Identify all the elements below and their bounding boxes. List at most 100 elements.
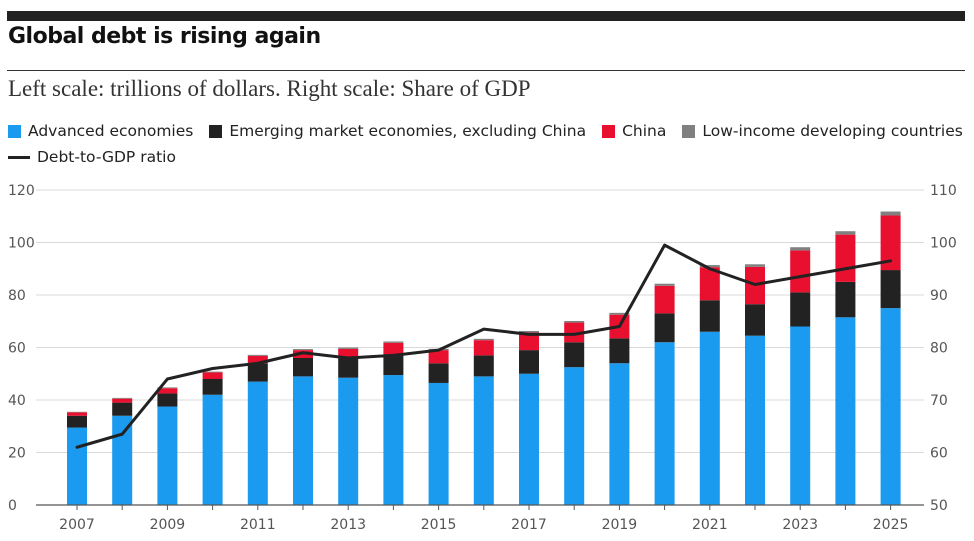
legend-swatch-advanced xyxy=(8,124,21,138)
bar-china-2009 xyxy=(157,388,178,394)
legend-item-emerging: Emerging market economies, excluding Chi… xyxy=(209,122,586,140)
bar-lowincome-2017 xyxy=(519,330,539,333)
bar-china-2023 xyxy=(790,250,811,293)
legend-item-advanced: Advanced economies xyxy=(8,122,193,140)
bar-emerging-2019 xyxy=(609,338,630,364)
chart-subtitle: Left scale: trillions of dollars. Right … xyxy=(8,76,531,101)
bar-advanced-2017 xyxy=(519,373,539,505)
bar-china-2013 xyxy=(338,348,359,358)
y-left-tick-label: 80 xyxy=(8,288,26,304)
bar-advanced-2023 xyxy=(790,326,811,505)
bar-advanced-2021 xyxy=(699,331,720,505)
bar-advanced-2015 xyxy=(428,382,449,505)
bar-advanced-2016 xyxy=(473,376,494,505)
bar-advanced-2020 xyxy=(654,342,675,505)
bar-emerging-2023 xyxy=(790,292,811,327)
x-tick-label: 2015 xyxy=(421,517,457,533)
bar-china-2008 xyxy=(112,398,133,403)
legend-item-china: China xyxy=(602,122,666,140)
bar-emerging-2020 xyxy=(654,313,675,343)
y-left-tick-label: 60 xyxy=(8,341,26,357)
top-accent-bar xyxy=(7,11,965,21)
bar-lowincome-2023 xyxy=(790,247,811,251)
bar-emerging-2017 xyxy=(519,350,539,374)
x-tick-label: 2007 xyxy=(59,517,95,533)
y-right-tick-label: 80 xyxy=(930,341,948,357)
bar-china-2025 xyxy=(880,215,901,271)
legend-label-advanced: Advanced economies xyxy=(28,122,194,140)
bar-emerging-2013 xyxy=(338,358,359,378)
y-right-tick-label: 90 xyxy=(930,288,948,304)
bar-china-2010 xyxy=(202,372,223,379)
bar-advanced-2013 xyxy=(338,377,359,505)
x-tick-label: 2009 xyxy=(150,517,186,533)
legend-swatch-ratio xyxy=(8,155,30,159)
legend-label-ratio: Debt-to-GDP ratio xyxy=(37,148,176,166)
legend: Advanced economies Emerging market econo… xyxy=(8,118,968,170)
bar-emerging-2025 xyxy=(880,270,901,309)
legend-row-2: Debt-to-GDP ratio xyxy=(8,144,968,170)
legend-label-lowincome: Low-income developing countries xyxy=(702,122,963,140)
bar-emerging-2009 xyxy=(157,393,178,407)
legend-row-1: Advanced economies Emerging market econo… xyxy=(8,118,968,144)
bar-emerging-2007 xyxy=(67,415,87,428)
bar-advanced-2022 xyxy=(745,335,765,505)
bar-lowincome-2011 xyxy=(247,354,268,356)
y-left-tick-label: 0 xyxy=(8,498,17,514)
y-right-tick-label: 50 xyxy=(930,498,948,514)
bar-emerging-2016 xyxy=(473,355,494,377)
bar-advanced-2012 xyxy=(293,376,313,505)
bar-advanced-2010 xyxy=(202,394,223,505)
bar-lowincome-2016 xyxy=(473,338,494,341)
bar-advanced-2018 xyxy=(564,367,585,505)
y-left-tick-label: 120 xyxy=(8,183,35,199)
bar-advanced-2011 xyxy=(247,381,268,505)
bar-lowincome-2025 xyxy=(880,211,901,216)
bar-china-2011 xyxy=(247,355,268,364)
y-right-tick-label: 60 xyxy=(930,446,948,462)
bar-lowincome-2019 xyxy=(609,312,630,315)
bar-emerging-2010 xyxy=(202,379,223,395)
bar-china-2014 xyxy=(383,342,404,355)
bar-advanced-2009 xyxy=(157,406,178,505)
bar-emerging-2014 xyxy=(383,354,404,376)
chart-title: Global debt is rising again xyxy=(8,24,321,49)
legend-item-ratio: Debt-to-GDP ratio xyxy=(8,148,176,166)
bar-lowincome-2014 xyxy=(383,341,404,343)
legend-swatch-china xyxy=(602,124,616,138)
x-tick-label: 2017 xyxy=(511,517,547,533)
bar-lowincome-2007 xyxy=(67,411,87,413)
legend-label-china: China xyxy=(622,122,667,140)
bar-emerging-2018 xyxy=(564,342,585,368)
bar-china-2020 xyxy=(654,285,675,314)
bar-lowincome-2009 xyxy=(157,387,178,389)
x-tick-label: 2019 xyxy=(602,517,638,533)
legend-label-emerging: Emerging market economies, excluding Chi… xyxy=(229,122,587,140)
bar-lowincome-2021 xyxy=(699,265,720,268)
x-tick-label: 2013 xyxy=(330,517,366,533)
bar-lowincome-2020 xyxy=(654,283,675,286)
bar-emerging-2021 xyxy=(699,300,720,332)
y-right-tick-label: 110 xyxy=(930,183,957,199)
bar-lowincome-2008 xyxy=(112,397,133,399)
bar-lowincome-2024 xyxy=(835,231,856,235)
bar-china-2018 xyxy=(564,322,585,343)
y-left-tick-label: 20 xyxy=(8,446,26,462)
bar-advanced-2019 xyxy=(609,363,630,505)
bar-china-2024 xyxy=(835,234,856,282)
x-tick-label: 2011 xyxy=(240,517,276,533)
bar-lowincome-2022 xyxy=(745,264,765,267)
bar-china-2016 xyxy=(473,340,494,356)
bar-china-2021 xyxy=(699,267,720,301)
y-right-tick-label: 70 xyxy=(930,393,948,409)
legend-swatch-lowincome xyxy=(682,124,696,138)
bar-advanced-2025 xyxy=(880,308,901,505)
title-divider xyxy=(7,70,965,71)
bar-emerging-2008 xyxy=(112,402,133,416)
bar-lowincome-2013 xyxy=(338,347,359,349)
x-tick-label: 2023 xyxy=(782,517,818,533)
y-left-tick-label: 100 xyxy=(8,236,35,252)
y-right-tick-label: 100 xyxy=(930,236,957,252)
bar-china-2015 xyxy=(428,350,449,364)
legend-item-lowincome: Low-income developing countries xyxy=(682,122,963,140)
